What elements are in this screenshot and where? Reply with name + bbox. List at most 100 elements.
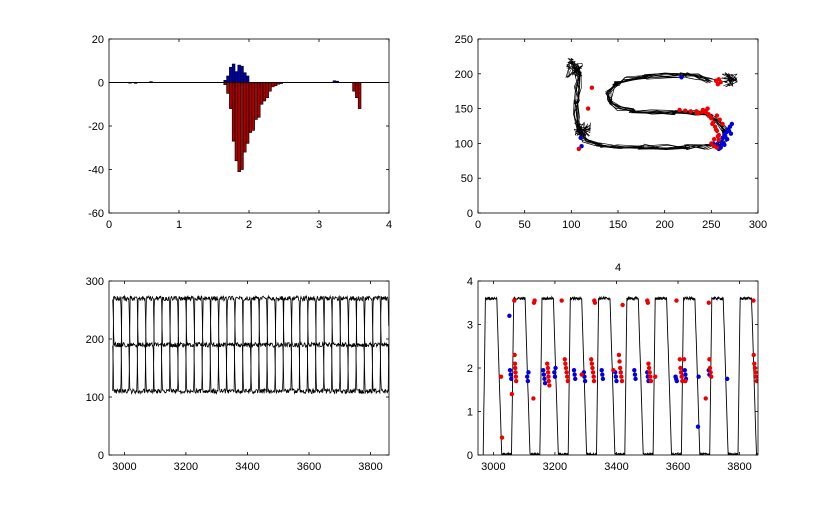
scatter-point	[680, 378, 685, 384]
scatter-point	[706, 300, 711, 305]
scatter-point	[509, 376, 514, 382]
x-tick-label: 3	[316, 219, 322, 231]
bar	[237, 64, 241, 83]
scatter-point	[619, 374, 624, 379]
scatter-point	[753, 374, 758, 379]
chart-1: 0 1 2 3 4 -60 -40 -20 0 20	[88, 34, 392, 231]
bar	[251, 82, 255, 131]
scatter-point	[754, 378, 758, 384]
scatter-point	[696, 374, 701, 379]
trajectory-line	[569, 61, 728, 151]
y-tick-label: 250	[455, 34, 473, 46]
trajectory-line	[570, 57, 728, 150]
y-tick-label: 0	[98, 450, 104, 462]
scatter-point	[647, 370, 652, 375]
scatter-point	[572, 372, 577, 377]
scatter-point	[591, 374, 596, 379]
bar	[243, 72, 247, 83]
bar	[226, 82, 230, 94]
scatter-point	[589, 361, 595, 366]
scatter-point	[708, 114, 713, 120]
scatter-point	[616, 352, 622, 358]
trajectory-tangle	[565, 62, 583, 79]
x-tick-label: 3800	[727, 461, 751, 473]
bar	[268, 82, 272, 92]
scatter-point	[707, 357, 712, 362]
bar	[226, 75, 230, 83]
scatter-point	[513, 374, 519, 379]
plot-frame	[477, 280, 759, 456]
x-tick-label: 3400	[235, 461, 259, 473]
scatter-point	[682, 367, 687, 373]
scatter-point	[562, 357, 567, 362]
scatter-point	[614, 378, 619, 384]
scatter-point	[553, 365, 558, 371]
bar	[229, 66, 233, 83]
scatter-point	[679, 75, 684, 80]
scatter-point	[541, 372, 547, 377]
scatter-point	[563, 361, 568, 366]
scatter-point	[565, 374, 570, 379]
lines	[112, 294, 389, 395]
plot-frame	[477, 38, 759, 214]
series-line	[112, 294, 389, 395]
scatter-point	[552, 370, 557, 375]
bar	[355, 82, 359, 99]
bar	[234, 71, 239, 83]
scatter-point	[564, 370, 569, 375]
scatter-point	[499, 435, 505, 440]
scatter-point	[722, 142, 727, 147]
scatter-point	[728, 131, 734, 136]
scatter-point	[633, 376, 638, 382]
scatter-point	[613, 374, 619, 379]
scatter-point	[565, 378, 571, 384]
scatter-point	[571, 367, 577, 373]
scatter-point	[683, 372, 688, 377]
scatter-point	[708, 370, 713, 375]
scatter-point	[512, 352, 517, 358]
x-tick-label: 100	[562, 219, 580, 231]
x-tick-label: 50	[519, 219, 531, 231]
trajectory	[565, 57, 738, 152]
scatter-point	[709, 374, 714, 379]
scatter-point	[717, 117, 722, 122]
x-tick-label: 3600	[297, 461, 321, 473]
x-tick-label: 0	[106, 219, 112, 231]
x-tick-label: 300	[749, 219, 767, 231]
chart-3: 3000 3200 3400 3600 3800 0 100 200 300	[86, 276, 390, 473]
scatter-point	[513, 378, 519, 384]
scatter-point	[716, 77, 721, 82]
y-tick-label: 0	[98, 78, 104, 90]
scatter-point	[648, 374, 653, 379]
x-tick-label: 2	[246, 219, 252, 231]
scatter-point	[589, 357, 594, 362]
scatter-point	[545, 370, 551, 375]
y-tick-label: 100	[86, 392, 104, 404]
plot-frame	[108, 280, 390, 456]
scatter-point	[620, 302, 625, 308]
scatter-point	[711, 137, 717, 142]
bar	[265, 82, 269, 99]
scatter-point	[559, 298, 564, 303]
x-tick-label: 150	[609, 219, 627, 231]
scatter-point	[526, 370, 531, 375]
scatter-point	[713, 127, 719, 132]
bar	[245, 75, 250, 83]
bar	[259, 82, 264, 105]
scatter-point	[611, 367, 616, 373]
trajectory-tangle	[573, 121, 592, 138]
scatter-point	[552, 374, 558, 379]
x-tick-label: 250	[702, 219, 720, 231]
trace-line	[482, 295, 758, 455]
scatter-point	[513, 370, 518, 375]
scatter-point	[498, 374, 504, 379]
scatter-point	[648, 378, 654, 384]
x-tick-label: 3200	[543, 461, 567, 473]
x-tick-label: 3000	[481, 461, 505, 473]
scatter-point	[546, 374, 551, 379]
x-tick-label: 4	[386, 219, 392, 231]
y-tick-label: -20	[88, 121, 104, 133]
scatter-point	[707, 365, 713, 371]
x-tick-label: 1	[176, 219, 182, 231]
